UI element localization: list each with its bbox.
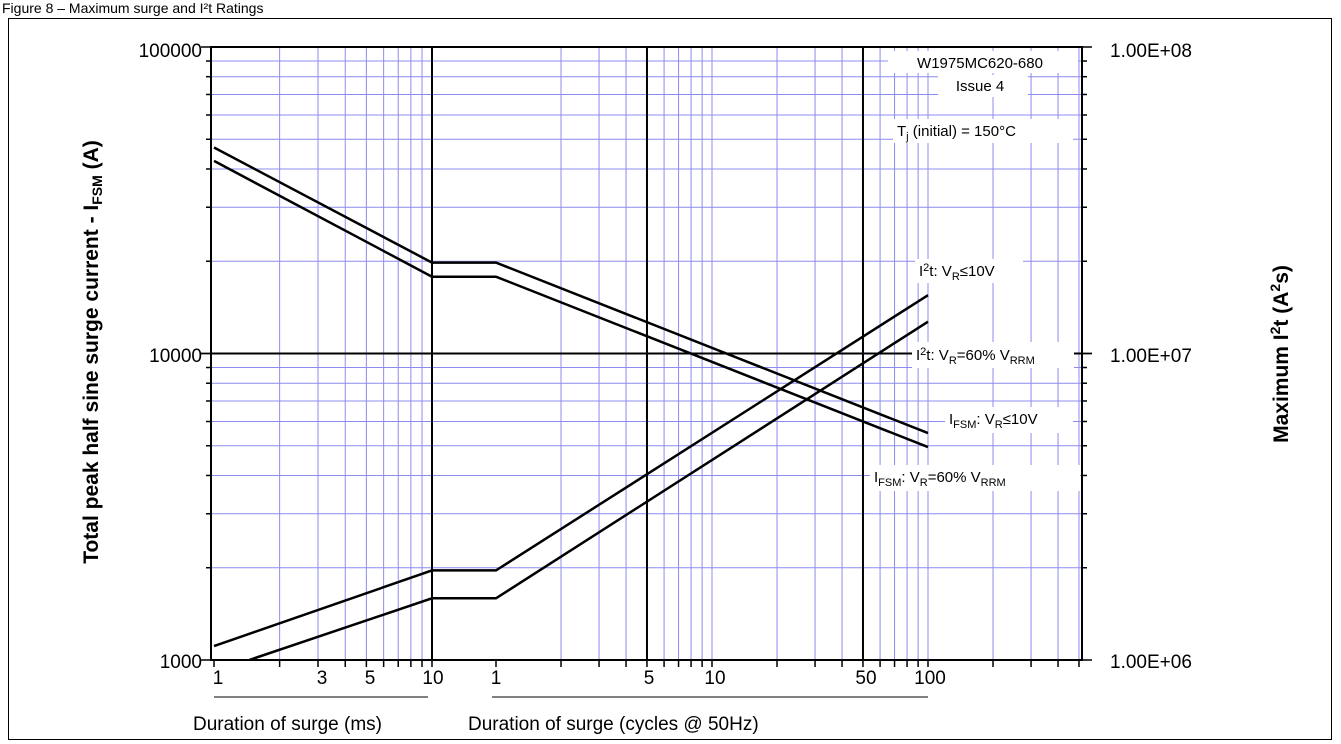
x-ms-tick-5: 5 <box>365 668 376 689</box>
series-line-i2t-60 <box>248 320 929 660</box>
y-right-tick-1e7: 1.00E+07 <box>1110 346 1192 367</box>
part-number-bg <box>888 51 1078 73</box>
x-label-cycles: Duration of surge (cycles @ 50Hz) <box>468 714 759 735</box>
figure-caption: Figure 8 – Maximum surge and I²t Ratings <box>2 0 264 16</box>
y-left-tick-1000: 1000 <box>160 652 202 673</box>
left-axis-ticks <box>201 46 211 661</box>
series-lines <box>213 146 929 660</box>
issue-label: Issue 4 <box>956 78 1004 95</box>
ifsm-10v-bg <box>945 407 1073 433</box>
y-right-tick-1e6: 1.00E+06 <box>1110 652 1192 673</box>
i2t-60-bg <box>912 342 1074 368</box>
tj-bg <box>893 119 1073 143</box>
series-line-i2t-10v <box>213 294 929 648</box>
part-number-label: W1975MC620-680 <box>917 55 1043 72</box>
x-ms-tick-10: 10 <box>422 668 443 689</box>
annotation-backgrounds <box>870 51 1080 491</box>
series-line-ifsm-60 <box>213 159 929 449</box>
right-axis-ticks <box>1082 46 1092 661</box>
x-label-ms: Duration of surge (ms) <box>193 714 382 735</box>
x-cycles-tick-50: 50 <box>855 668 876 689</box>
y-right-title: Maximum I2t (A2s) <box>1267 265 1293 443</box>
i2t-10v-label: I2t: VR≤10V <box>919 262 995 283</box>
y-left-title: Total peak half sine surge current - IFS… <box>80 140 105 564</box>
x-axis-ticks <box>213 660 1080 667</box>
y-right-tick-1e8: 1.00E+08 <box>1110 41 1192 62</box>
x-cycles-tick-5: 5 <box>644 668 655 689</box>
tj-label: Tj (initial) = 150°C <box>897 123 1016 143</box>
chart-frame <box>8 18 1332 740</box>
x-cycles-tick-1: 1 <box>491 668 502 689</box>
x-ms-tick-3: 3 <box>317 668 328 689</box>
i2t-10v-bg <box>915 259 1023 283</box>
series-line-ifsm-10v <box>213 146 929 435</box>
ifsm-10v-label: IFSM: VR≤10V <box>949 411 1038 431</box>
issue-bg <box>938 75 1028 97</box>
i2t-60-label: I2t: VR=60% VRRM <box>916 346 1035 367</box>
ifsm-60-bg <box>870 465 1080 491</box>
x-cycles-tick-10: 10 <box>704 668 725 689</box>
ifsm-60-label: IFSM: VR=60% VRRM <box>874 469 1006 489</box>
x-cycles-tick-100: 100 <box>914 668 946 689</box>
y-left-tick-100000: 100000 <box>139 41 202 62</box>
y-left-tick-10000: 10000 <box>149 346 202 367</box>
x-ms-tick-1: 1 <box>213 668 224 689</box>
